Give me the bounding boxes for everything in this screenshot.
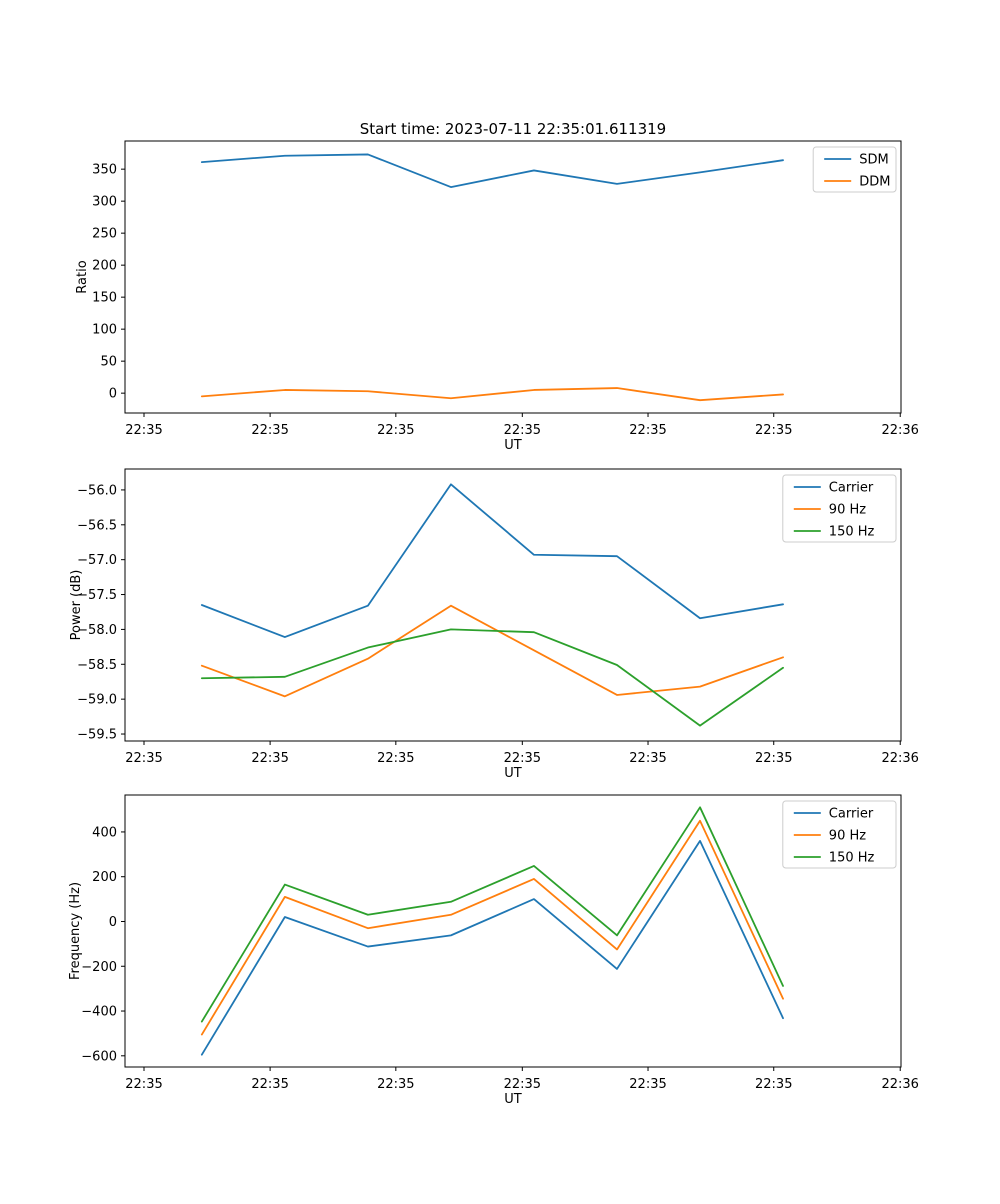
ddm-line — [200, 387, 784, 402]
legend-label: 90 Hz — [829, 829, 866, 844]
figure-title: Start time: 2023-07-11 22:35:01.611319 — [360, 120, 666, 138]
y-tick-label: 150 — [92, 291, 117, 306]
legend-label: SDM — [859, 153, 888, 168]
legend-label: Carrier — [829, 481, 874, 496]
legend-label: 150 Hz — [829, 525, 875, 540]
x-tick-label: 22:35 — [504, 1077, 541, 1092]
y-tick-label: −58.5 — [77, 658, 117, 673]
y-tick-label: −56.0 — [77, 483, 117, 498]
legend-box — [782, 800, 897, 869]
ratio-ylabel: Ratio — [75, 260, 90, 293]
ratio-subplot: 22:35 22:35 22:35 22:35 22:35 22:35 22:36 0 50 10… — [75, 140, 919, 453]
y-tick-label: 0 — [109, 915, 117, 930]
y-tick-label: −400 — [81, 1005, 117, 1020]
x-tick-label: 22:36 — [881, 1077, 918, 1092]
y-tick-label: 300 — [92, 195, 117, 210]
y-tick-label: 200 — [92, 259, 117, 274]
x-tick-label: 22:35 — [755, 751, 792, 766]
y-tick-label: 100 — [92, 323, 117, 338]
ratio-plot-area: 22:35 22:35 22:35 22:35 22:35 22:35 22:36 0 50 10… — [92, 140, 919, 438]
power-xlabel: UT — [504, 766, 522, 781]
x-tick-label: 22:35 — [629, 1077, 666, 1092]
y-tick-label: −59.0 — [77, 693, 117, 708]
x-tick-label: 22:35 — [125, 1077, 162, 1092]
ratio-xlabel: UT — [504, 438, 522, 453]
power-subplot: 22:35 22:35 22:35 22:35 22:35 22:35 22:36 −56.0… — [69, 468, 919, 781]
carrier-line — [200, 839, 784, 1056]
x-tick-label: 22:35 — [251, 1077, 288, 1092]
y-tick-label: −58.0 — [77, 623, 117, 638]
x-tick-label: 22:35 — [504, 751, 541, 766]
legend-label: 90 Hz — [829, 503, 866, 518]
y-tick-label: −57.0 — [77, 553, 117, 568]
x-tick-label: 22:35 — [251, 751, 288, 766]
x-tick-label: 22:35 — [125, 751, 162, 766]
frequency-plot-area: 22:35 22:35 22:35 22:35 22:35 22:35 22:36 400 20… — [81, 794, 919, 1092]
x-tick-label: 22:35 — [377, 751, 414, 766]
legend-label: DDM — [859, 175, 890, 190]
y-tick-label: −59.5 — [77, 728, 117, 743]
sdm-line — [200, 153, 784, 188]
frequency-xlabel: UT — [504, 1092, 522, 1107]
x-tick-label: 22:35 — [755, 1077, 792, 1092]
axes-spines — [124, 140, 902, 414]
carrier-line — [200, 483, 784, 638]
x-tick-label: 22:35 — [251, 423, 288, 438]
y-tick-label: 200 — [92, 870, 117, 885]
y-tick-label: −56.5 — [77, 518, 117, 533]
x-tick-label: 22:36 — [881, 751, 918, 766]
90-hz-line — [200, 819, 784, 1036]
150-hz-line — [200, 628, 784, 727]
legend-box — [782, 474, 897, 543]
y-tick-label: −57.5 — [77, 588, 117, 603]
axes-spines — [124, 468, 902, 742]
x-tick-label: 22:35 — [629, 423, 666, 438]
x-tick-label: 22:35 — [377, 1077, 414, 1092]
y-tick-label: −600 — [81, 1049, 117, 1064]
legend-label: 150 Hz — [829, 851, 875, 866]
y-tick-label: 0 — [109, 387, 117, 402]
power-ylabel: Power (dB) — [69, 570, 84, 641]
x-tick-label: 22:35 — [629, 751, 666, 766]
x-tick-label: 22:35 — [755, 423, 792, 438]
90-hz-line — [200, 604, 784, 698]
y-tick-label: −200 — [81, 960, 117, 975]
power-plot-area: 22:35 22:35 22:35 22:35 22:35 22:35 22:36 −56.0… — [77, 468, 919, 766]
y-tick-label: 350 — [92, 163, 117, 178]
x-tick-label: 22:35 — [125, 423, 162, 438]
frequency-ylabel: Frequency (Hz) — [68, 882, 83, 980]
x-tick-label: 22:35 — [377, 423, 414, 438]
150-hz-line — [200, 806, 784, 1023]
legend-label: Carrier — [829, 807, 874, 822]
axes-spines — [124, 794, 902, 1068]
x-tick-label: 22:36 — [881, 423, 918, 438]
y-tick-label: 400 — [92, 825, 117, 840]
y-tick-label: 50 — [100, 355, 117, 370]
frequency-subplot: 22:35 22:35 22:35 22:35 22:35 22:35 22:36 400 20… — [68, 794, 919, 1107]
x-tick-label: 22:35 — [504, 423, 541, 438]
y-tick-label: 250 — [92, 227, 117, 242]
